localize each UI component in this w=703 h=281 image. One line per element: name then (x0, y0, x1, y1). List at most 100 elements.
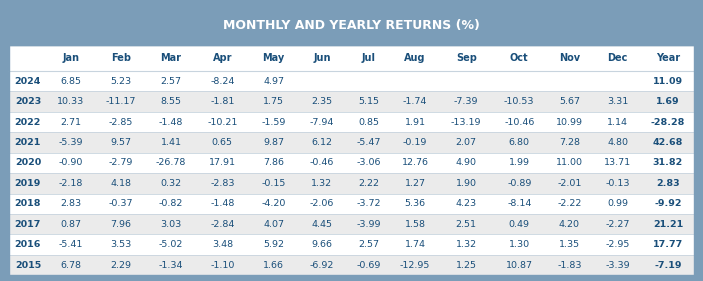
Text: 8.55: 8.55 (160, 97, 181, 106)
Text: -6.92: -6.92 (310, 261, 334, 270)
Text: 2.51: 2.51 (456, 220, 477, 229)
Text: 6.85: 6.85 (60, 77, 82, 86)
Bar (9, 194, 694, 214)
Text: Nov: Nov (559, 53, 580, 63)
Text: 21.21: 21.21 (653, 220, 683, 229)
Text: 17.91: 17.91 (209, 158, 236, 167)
Text: 1.35: 1.35 (559, 240, 580, 249)
Text: -0.89: -0.89 (507, 179, 531, 188)
Text: 9.57: 9.57 (110, 138, 131, 147)
Text: -1.48: -1.48 (210, 199, 235, 208)
Text: 10.33: 10.33 (57, 97, 84, 106)
Text: 11.00: 11.00 (556, 158, 583, 167)
Text: 5.36: 5.36 (404, 199, 425, 208)
Text: 1.32: 1.32 (456, 240, 477, 249)
Text: 4.18: 4.18 (110, 179, 131, 188)
Text: -8.24: -8.24 (210, 77, 235, 86)
Text: -3.72: -3.72 (356, 199, 381, 208)
Text: -2.18: -2.18 (58, 179, 83, 188)
Text: -26.78: -26.78 (156, 158, 186, 167)
Text: -2.79: -2.79 (109, 158, 133, 167)
Text: -1.81: -1.81 (210, 97, 235, 106)
Text: Feb: Feb (111, 53, 131, 63)
Text: 6.78: 6.78 (60, 261, 82, 270)
Text: -13.19: -13.19 (451, 117, 482, 126)
Text: 2.57: 2.57 (160, 77, 181, 86)
Text: Jun: Jun (313, 53, 330, 63)
Text: -1.59: -1.59 (262, 117, 285, 126)
Text: -5.47: -5.47 (356, 138, 380, 147)
Text: Jan: Jan (63, 53, 79, 63)
Text: 0.32: 0.32 (160, 179, 181, 188)
Text: 2.07: 2.07 (456, 138, 477, 147)
Text: 2020: 2020 (15, 158, 41, 167)
Text: 1.14: 1.14 (607, 117, 628, 126)
Text: 7.86: 7.86 (263, 158, 284, 167)
Text: 0.99: 0.99 (607, 199, 628, 208)
Text: Aug: Aug (404, 53, 426, 63)
Text: 9.87: 9.87 (263, 138, 284, 147)
Text: -12.95: -12.95 (400, 261, 430, 270)
Text: 2017: 2017 (15, 220, 41, 229)
Text: -3.39: -3.39 (605, 261, 630, 270)
Text: 5.15: 5.15 (358, 97, 379, 106)
Text: -0.37: -0.37 (109, 199, 134, 208)
Text: -0.46: -0.46 (310, 158, 334, 167)
Text: -0.82: -0.82 (159, 199, 183, 208)
Text: 3.48: 3.48 (212, 240, 233, 249)
Text: -7.94: -7.94 (310, 117, 334, 126)
Text: 10.99: 10.99 (556, 117, 583, 126)
Text: -3.06: -3.06 (356, 158, 381, 167)
Text: 5.67: 5.67 (559, 97, 580, 106)
Text: Year: Year (656, 53, 680, 63)
Text: -2.83: -2.83 (210, 179, 235, 188)
Text: 2015: 2015 (15, 261, 41, 270)
Text: 4.80: 4.80 (607, 138, 628, 147)
Text: 2.83: 2.83 (60, 199, 82, 208)
Text: 2.22: 2.22 (358, 179, 379, 188)
Text: -10.21: -10.21 (207, 117, 238, 126)
Text: 17.77: 17.77 (653, 240, 683, 249)
Bar (9, 71, 694, 91)
Text: 9.66: 9.66 (311, 240, 333, 249)
Text: 4.07: 4.07 (263, 220, 284, 229)
Text: -2.85: -2.85 (109, 117, 133, 126)
Text: 0.85: 0.85 (358, 117, 379, 126)
Text: -7.39: -7.39 (454, 97, 479, 106)
Text: -0.13: -0.13 (605, 179, 630, 188)
Text: -9.92: -9.92 (654, 199, 682, 208)
Text: 10.87: 10.87 (505, 261, 533, 270)
Text: -2.84: -2.84 (210, 220, 235, 229)
Text: -7.19: -7.19 (654, 261, 682, 270)
Text: -4.20: -4.20 (262, 199, 285, 208)
Text: 1.25: 1.25 (456, 261, 477, 270)
Text: 0.49: 0.49 (509, 220, 530, 229)
Text: 2024: 2024 (15, 77, 41, 86)
Text: 2.35: 2.35 (311, 97, 333, 106)
Bar (9, 46, 694, 71)
Text: -2.01: -2.01 (557, 179, 581, 188)
Text: 2.71: 2.71 (60, 117, 82, 126)
Text: -0.90: -0.90 (58, 158, 83, 167)
Text: 1.69: 1.69 (656, 97, 680, 106)
Text: 12.76: 12.76 (401, 158, 429, 167)
Text: 4.90: 4.90 (456, 158, 477, 167)
Text: 31.82: 31.82 (653, 158, 683, 167)
Text: -1.74: -1.74 (403, 97, 427, 106)
Text: 4.23: 4.23 (456, 199, 477, 208)
Text: -0.15: -0.15 (262, 179, 285, 188)
Text: -11.17: -11.17 (105, 97, 136, 106)
Text: 4.45: 4.45 (311, 220, 333, 229)
Text: -1.83: -1.83 (557, 261, 581, 270)
Text: 1.27: 1.27 (404, 179, 425, 188)
Text: 7.96: 7.96 (110, 220, 131, 229)
Bar (9, 255, 694, 275)
Text: 0.87: 0.87 (60, 220, 82, 229)
Text: -1.48: -1.48 (159, 117, 183, 126)
Bar (9, 234, 694, 255)
Text: 2.57: 2.57 (358, 240, 379, 249)
Text: Dec: Dec (607, 53, 628, 63)
Text: 1.58: 1.58 (404, 220, 425, 229)
Text: -0.69: -0.69 (356, 261, 380, 270)
Text: -10.46: -10.46 (504, 117, 534, 126)
